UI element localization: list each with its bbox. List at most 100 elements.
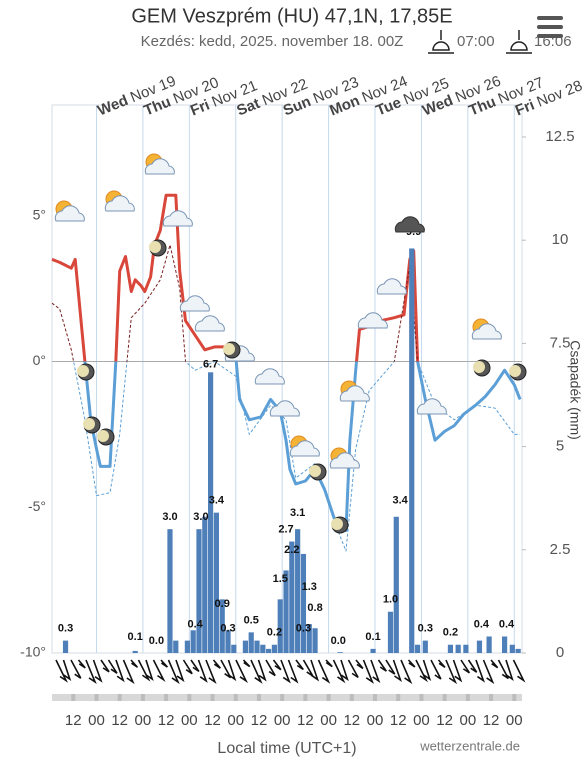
time-strip — [52, 694, 522, 701]
wind-barb — [212, 659, 221, 669]
x-tick-label: 00 — [506, 712, 523, 729]
cloud-icon — [269, 400, 300, 417]
wind-barb — [392, 659, 402, 682]
precip-bar — [132, 650, 138, 653]
precip-total-label: 0.3 — [58, 623, 73, 635]
wind-barb — [310, 659, 320, 682]
x-tick-label: 12 — [111, 712, 128, 729]
precip-bar — [509, 644, 515, 653]
cloud-icon — [144, 158, 175, 175]
precip-bar — [231, 644, 237, 653]
wind-barb — [220, 659, 232, 679]
y2-tick-label: 10 — [552, 231, 569, 248]
x-tick — [326, 694, 331, 701]
precip-bar — [409, 248, 415, 653]
y-tick-label: -5° — [28, 498, 46, 514]
precip-bar — [295, 529, 301, 653]
x-tick — [233, 694, 238, 701]
y2-tick-label: 12.5 — [545, 128, 574, 145]
precip-bar — [208, 372, 214, 653]
x-tick-label: 00 — [181, 712, 198, 729]
precip-total-label: 0.2 — [443, 627, 458, 639]
x-axis-label: Local time (UTC+1) — [217, 740, 356, 757]
cloud-icon — [339, 385, 370, 402]
precip-bar — [337, 652, 343, 653]
wind-barb — [295, 659, 304, 671]
x-tick-label: 12 — [158, 712, 175, 729]
wind-barb — [85, 659, 97, 685]
moon-icon-light — [473, 361, 485, 373]
wind-barb — [55, 659, 69, 683]
source: wetterzentrale.de — [419, 738, 520, 753]
cloud-icon — [416, 398, 447, 415]
wind-barb — [490, 659, 499, 669]
cloud-icon — [162, 210, 193, 227]
cloud-icon — [357, 312, 388, 329]
x-tick — [210, 694, 215, 701]
precip-bar — [242, 640, 249, 653]
wind-barb — [407, 659, 416, 668]
wind-barb — [452, 659, 463, 683]
precip-bar — [219, 599, 225, 653]
x-tick — [512, 694, 517, 701]
x-tick — [489, 694, 494, 701]
x-tick — [140, 694, 145, 701]
wind-barb — [437, 659, 446, 669]
precip-bar — [476, 640, 483, 653]
sunset-icon — [506, 30, 532, 54]
wind-barb — [272, 659, 282, 671]
x-tick-label: 00 — [88, 712, 105, 729]
y2-axis-label: Csapadék (mm) — [567, 340, 583, 440]
x-tick-label: 12 — [251, 712, 268, 729]
precip-bar — [260, 644, 266, 653]
wind-barb — [182, 659, 193, 675]
y-tick-label: 5° — [33, 206, 46, 222]
moon-icon-light — [509, 365, 521, 377]
precip-bar — [447, 644, 454, 653]
x-tick — [117, 694, 122, 701]
wind-barb — [62, 659, 72, 682]
cloud-icon — [329, 452, 360, 469]
sunrise-icon — [428, 30, 454, 54]
precip-total-label: 0.3 — [220, 623, 235, 635]
x-tick-label: 12 — [390, 712, 407, 729]
precip-total-label: 1.5 — [273, 573, 288, 585]
precip-bar — [422, 640, 428, 653]
wind-barb — [190, 659, 200, 673]
menu-button[interactable] — [537, 16, 563, 38]
wind-barb — [160, 659, 169, 668]
wind-barb — [250, 659, 263, 684]
cloud-icon — [54, 205, 85, 222]
wind-barbs — [55, 659, 526, 685]
precip-bar — [387, 611, 394, 653]
precip-bar — [393, 516, 399, 653]
precip-total-label: 3.1 — [290, 507, 305, 519]
precip-total-label: 2.2 — [284, 544, 299, 556]
temperature-dashed-line — [73, 361, 521, 552]
wind-barb — [482, 659, 495, 685]
moon-icon-light — [77, 365, 89, 377]
day-name: Fri — [188, 96, 212, 119]
x-tick — [465, 694, 470, 701]
cloud-icon — [194, 315, 225, 332]
x-tick-label: 00 — [135, 712, 152, 729]
wind-barb — [422, 659, 432, 681]
precip-bar — [62, 640, 69, 653]
precip-total-label: 3.4 — [392, 495, 408, 507]
x-tick — [349, 694, 354, 701]
x-tick-label: 12 — [436, 712, 453, 729]
x-tick — [94, 694, 99, 701]
wind-barb — [280, 659, 291, 684]
wind-barb — [242, 659, 251, 668]
precip-bar — [515, 648, 521, 653]
storm-cloud — [394, 216, 425, 233]
cloud-icon — [179, 295, 210, 312]
wind-barb — [317, 659, 331, 684]
wind-barb — [347, 659, 359, 679]
y-tick-label: -10° — [20, 644, 46, 660]
wind-barb — [497, 659, 509, 680]
precip-bar — [184, 640, 190, 653]
precip-bar — [289, 541, 295, 653]
precip-bar — [306, 624, 312, 653]
x-tick-label: 00 — [227, 712, 244, 729]
